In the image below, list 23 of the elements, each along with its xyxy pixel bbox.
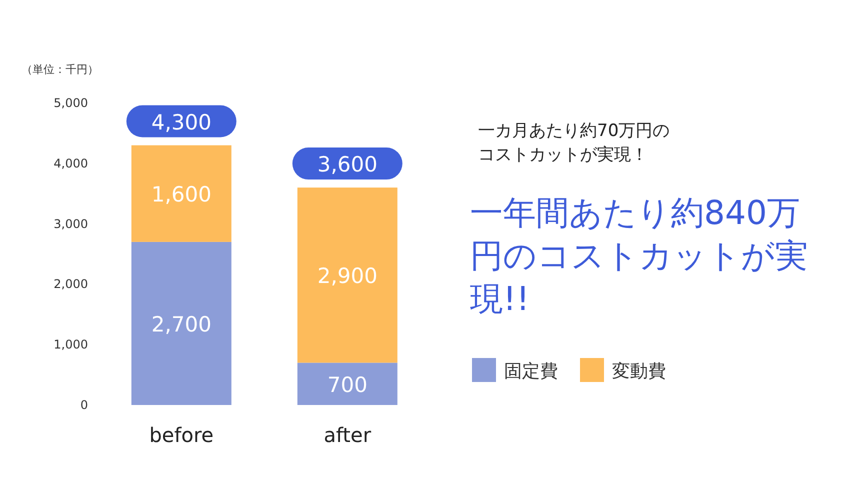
bar	[131, 145, 232, 242]
data-label: 2,700	[151, 312, 212, 336]
x-tick-label: before	[149, 423, 214, 447]
y-tick-label: 0	[80, 398, 88, 412]
y-tick-label: 3,000	[54, 216, 88, 231]
text: 一カ月あたり約70万円のコストカットが実現！	[478, 120, 671, 167]
y-tick-label: 5,000	[54, 96, 88, 110]
data-label: 1,600	[151, 182, 212, 207]
legend-label: 変動費	[612, 361, 666, 382]
y-axis-title: （単位：千円）	[22, 63, 98, 76]
bar	[297, 362, 398, 405]
x-tick-label: after	[324, 423, 372, 447]
text: 一年間あたり約840万円のコストカットが実現!!	[470, 192, 809, 320]
total-label: 4,300	[151, 110, 212, 134]
legend-label: 固定費	[504, 361, 558, 382]
data-label: 2,900	[317, 264, 378, 288]
bar	[297, 188, 398, 363]
y-tick-label: 4,000	[54, 156, 88, 170]
data-label: 700	[327, 372, 368, 397]
bar	[131, 242, 232, 405]
total-label: 3,600	[317, 152, 378, 177]
y-tick-label: 1,000	[54, 338, 88, 352]
y-tick-label: 2,000	[54, 277, 88, 292]
